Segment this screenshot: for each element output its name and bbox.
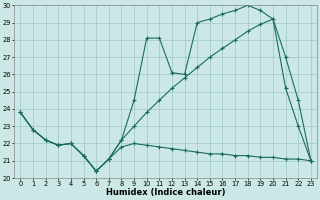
X-axis label: Humidex (Indice chaleur): Humidex (Indice chaleur)	[106, 188, 225, 197]
